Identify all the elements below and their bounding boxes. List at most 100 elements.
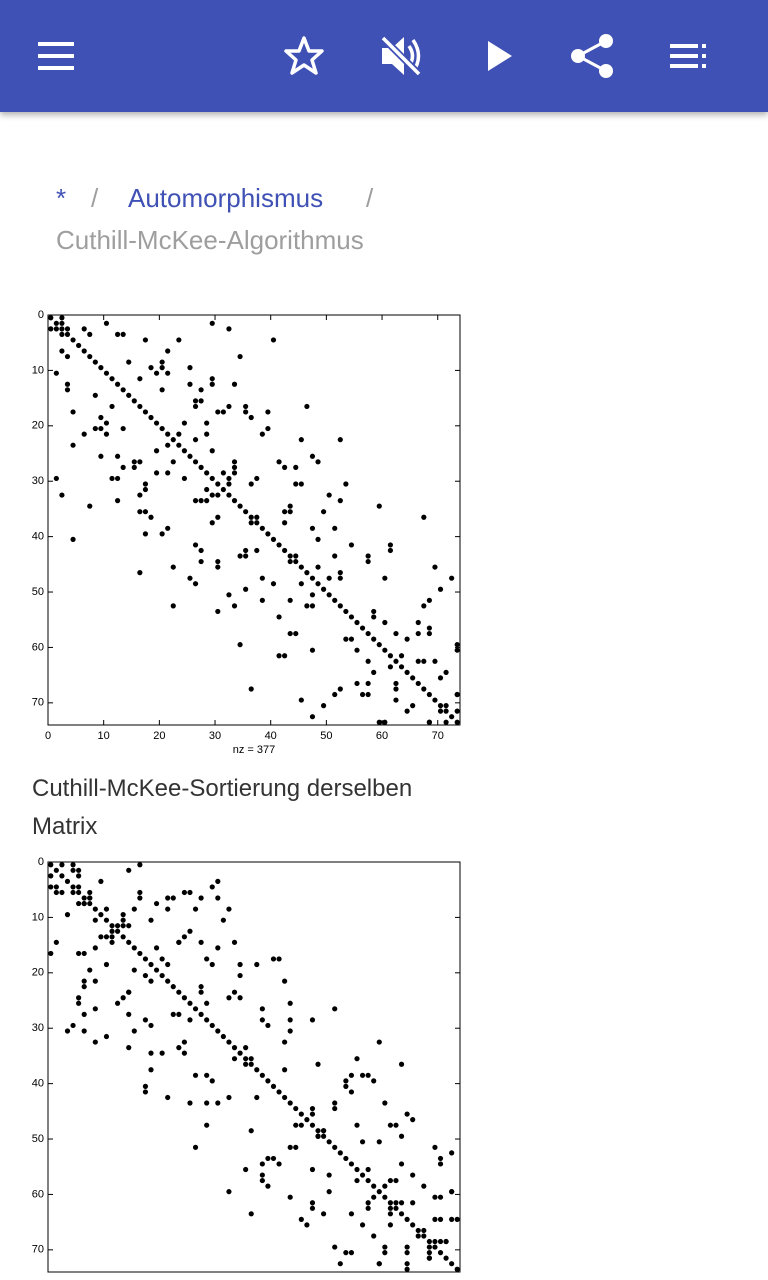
matrix-dot xyxy=(421,514,427,520)
matrix-dot xyxy=(48,862,54,868)
matrix-dot xyxy=(92,359,98,365)
matrix-dot xyxy=(343,481,349,487)
matrix-dot xyxy=(198,464,204,470)
matrix-dot xyxy=(126,359,132,365)
matrix-dot xyxy=(226,1094,232,1101)
matrix-dot xyxy=(320,509,327,515)
matrix-dot xyxy=(170,437,176,443)
matrix-dot xyxy=(120,912,126,918)
matrix-dot xyxy=(248,514,254,520)
matrix-dot xyxy=(449,1150,455,1156)
matrix-dot xyxy=(320,1211,327,1217)
matrix-dot xyxy=(437,1155,444,1162)
matrix-dot xyxy=(270,337,277,343)
matrix-dot xyxy=(276,1089,282,1095)
matrix-dot xyxy=(348,1089,355,1095)
matrix-dot xyxy=(103,1033,110,1040)
matrix-dot xyxy=(337,686,343,692)
matrix-dot xyxy=(404,1216,410,1222)
matrix-dot xyxy=(454,1266,460,1272)
matrix-dot xyxy=(109,939,115,945)
matrix-dot xyxy=(148,961,154,968)
matrix-dot xyxy=(59,315,65,321)
matrix-dot xyxy=(215,945,221,951)
matrix-dot xyxy=(371,608,377,615)
matrix-dot xyxy=(142,1083,149,1089)
matrix-dot xyxy=(437,1216,444,1222)
matrix-dot xyxy=(293,1122,299,1128)
matrix-dot xyxy=(410,675,416,681)
matrix-dot xyxy=(259,1172,265,1178)
matrix-dot xyxy=(53,320,59,326)
matrix-dot xyxy=(415,1227,421,1234)
mute-button[interactable] xyxy=(380,35,422,77)
matrix-dot xyxy=(142,531,149,537)
matrix-dot xyxy=(332,1100,338,1106)
matrix-dot xyxy=(192,1006,199,1012)
matrix-dot xyxy=(103,934,110,940)
matrix-dot xyxy=(126,867,132,873)
matrix-dot xyxy=(293,1105,299,1112)
y-tick-label: 20 xyxy=(32,967,44,979)
matrix-dot xyxy=(87,900,93,907)
matrix-dot xyxy=(209,1022,215,1029)
matrix-dot xyxy=(248,414,254,421)
star-button[interactable] xyxy=(284,36,324,75)
matrix-dot xyxy=(165,470,171,476)
matrix-dot xyxy=(204,486,210,493)
matrix-dot xyxy=(76,995,82,1001)
matrix-dot xyxy=(209,381,215,387)
matrix-dot xyxy=(315,1128,321,1134)
matrix-dot xyxy=(270,1155,277,1162)
matrix-dot xyxy=(215,492,221,498)
matrix-dot xyxy=(176,989,182,995)
breadcrumb-link[interactable]: * xyxy=(56,183,67,213)
matrix-dot xyxy=(309,1122,316,1128)
matrix-dot xyxy=(176,337,182,343)
matrix-dot xyxy=(359,1139,366,1145)
breadcrumb-link[interactable]: Automorphismus xyxy=(128,183,324,213)
matrix-dot xyxy=(326,492,332,498)
menu-button[interactable] xyxy=(38,42,74,70)
list-button[interactable] xyxy=(670,44,706,68)
matrix-dot xyxy=(248,1061,254,1067)
matrix-dot xyxy=(81,348,87,354)
matrix-dot xyxy=(376,719,382,725)
matrix-dot xyxy=(298,581,304,587)
matrix-dot xyxy=(287,1017,293,1023)
x-tick-label: 70 xyxy=(432,730,444,742)
matrix-dot xyxy=(181,448,188,454)
toolbar xyxy=(0,0,768,112)
play-button[interactable] xyxy=(488,41,512,71)
matrix-dot xyxy=(454,719,460,725)
matrix-dot xyxy=(354,1166,360,1173)
matrix-dot xyxy=(393,630,399,637)
matrix-dot xyxy=(282,1094,288,1101)
matrix-dot xyxy=(410,1222,416,1228)
matrix-dot xyxy=(287,1194,293,1200)
matrix-dot xyxy=(153,448,160,454)
matrix-dot xyxy=(393,1122,399,1128)
matrix-dot xyxy=(137,376,143,382)
matrix-dot xyxy=(209,475,215,482)
matrix-dot xyxy=(170,895,176,901)
matrix-dot xyxy=(53,939,59,945)
matrix-dot xyxy=(293,1144,299,1150)
matrix-dot xyxy=(226,592,232,598)
matrix-dot xyxy=(248,1128,254,1134)
matrix-dot xyxy=(387,547,394,554)
matrix-dot xyxy=(287,553,293,559)
matrix-dot xyxy=(181,1039,188,1045)
matrix-dot xyxy=(326,1172,332,1178)
share-button[interactable] xyxy=(571,34,613,78)
matrix-dot xyxy=(159,387,165,393)
matrix-dot xyxy=(387,664,394,670)
matrix-dot xyxy=(114,1000,121,1006)
matrix-dot xyxy=(204,431,210,437)
matrix-dot xyxy=(287,509,293,515)
matrix-dot xyxy=(137,570,143,576)
matrix-dot xyxy=(382,719,388,725)
x-tick-label: 20 xyxy=(153,730,165,742)
matrix-dot xyxy=(204,498,210,504)
matrix-dot xyxy=(165,1094,171,1101)
